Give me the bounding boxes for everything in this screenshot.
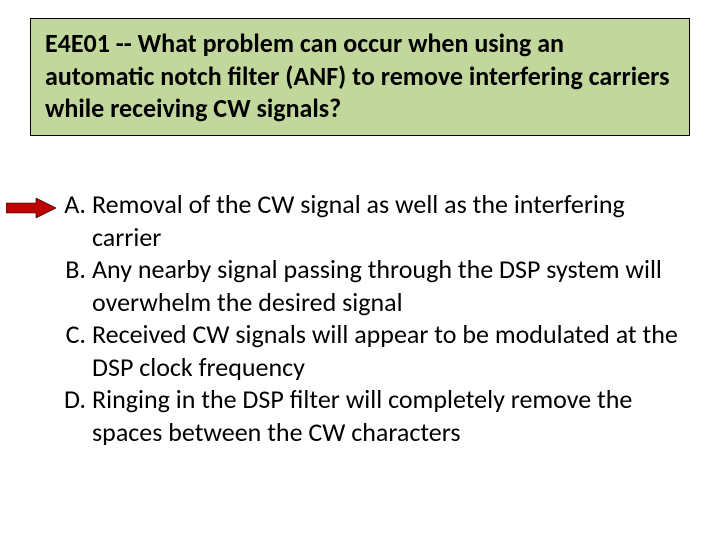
answer-text: Any nearby signal passing through the DS…	[92, 253, 688, 318]
slide: E4E01 -- What problem can occur when usi…	[0, 0, 720, 540]
question-box: E4E01 -- What problem can occur when usi…	[30, 18, 690, 136]
correct-answer-arrow	[6, 198, 56, 218]
question-text: E4E01 -- What problem can occur when usi…	[45, 27, 675, 125]
answer-text: Removal of the CW signal as well as the …	[92, 188, 688, 253]
answer-text: Ringing in the DSP filter will completel…	[92, 383, 688, 448]
answer-letter: D.	[58, 383, 92, 416]
answers-list: A. Removal of the CW signal as well as t…	[58, 188, 688, 448]
arrow-icon	[6, 198, 56, 218]
answer-a: A. Removal of the CW signal as well as t…	[58, 188, 688, 253]
answer-letter: C.	[58, 318, 92, 351]
answer-letter: A.	[58, 188, 92, 221]
answer-letter: B.	[58, 253, 92, 286]
answer-d: D. Ringing in the DSP filter will comple…	[58, 383, 688, 448]
answer-b: B. Any nearby signal passing through the…	[58, 253, 688, 318]
answer-text: Received CW signals will appear to be mo…	[92, 318, 688, 383]
answer-c: C. Received CW signals will appear to be…	[58, 318, 688, 383]
